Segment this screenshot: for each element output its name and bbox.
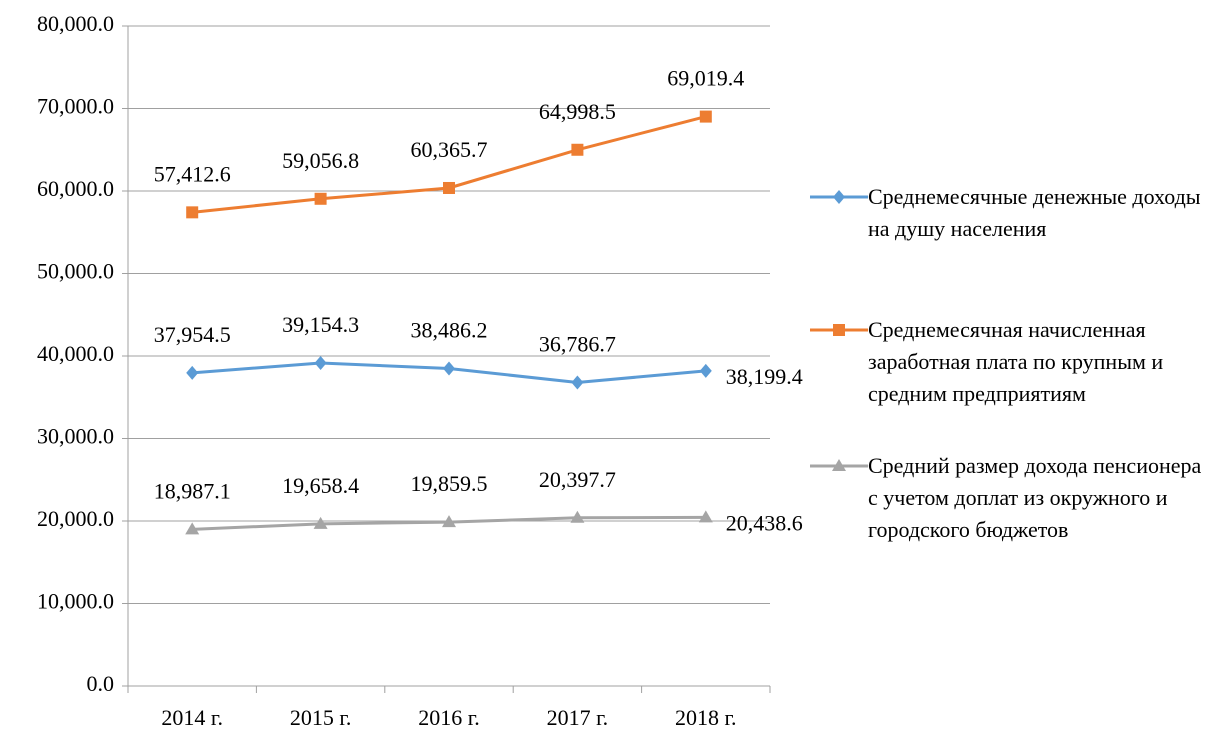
legend-label: Среднемесячная начисленная заработная пл… [868, 317, 1164, 406]
y-tick-label: 60,000.0 [37, 176, 114, 201]
x-tick-label: 2015 г. [290, 705, 352, 730]
data-label: 20,397.7 [539, 467, 616, 492]
legend-label: Среднемесячные денежные доходы на душу н… [868, 184, 1201, 241]
data-point [699, 110, 712, 123]
y-tick-label: 10,000.0 [37, 589, 114, 614]
x-tick-label: 2018 г. [675, 705, 737, 730]
data-label: 37,954.5 [154, 322, 231, 347]
data-point [571, 143, 584, 156]
y-tick-label: 0.0 [87, 671, 115, 696]
y-tick-label: 40,000.0 [37, 341, 114, 366]
data-point [314, 355, 327, 370]
data-point [571, 375, 584, 390]
data-point [442, 515, 456, 528]
data-label: 39,154.3 [282, 312, 359, 337]
data-label: 19,859.5 [411, 471, 488, 496]
x-tick-label: 2017 г. [547, 705, 609, 730]
data-label: 69,019.4 [667, 66, 744, 91]
data-point [570, 510, 585, 523]
data-point [186, 365, 199, 380]
legend-swatch-marker [833, 190, 845, 204]
data-label: 57,412.6 [154, 161, 231, 186]
data-point [185, 522, 200, 535]
y-tick-label: 30,000.0 [37, 424, 114, 449]
data-point [699, 363, 712, 378]
y-tick-label: 80,000.0 [37, 11, 114, 36]
data-point [443, 181, 455, 194]
data-label: 38,199.4 [726, 364, 803, 389]
data-point [186, 206, 199, 219]
data-label: 20,438.6 [726, 510, 803, 535]
data-label: 64,998.5 [539, 99, 616, 124]
data-label: 18,987.1 [154, 478, 231, 503]
x-tick-label: 2016 г. [418, 705, 480, 730]
data-label: 36,786.7 [539, 332, 616, 357]
data-point [698, 510, 713, 523]
data-label: 60,365.7 [411, 137, 488, 162]
data-point [443, 361, 455, 376]
y-tick-label: 20,000.0 [37, 506, 114, 531]
legend-swatch-marker [832, 459, 846, 471]
data-label: 19,658.4 [282, 473, 359, 498]
y-tick-label: 70,000.0 [37, 94, 114, 119]
legend-label: Средний размер дохода пенсионера с учето… [868, 453, 1202, 542]
data-label: 59,056.8 [282, 148, 359, 173]
y-tick-label: 50,000.0 [37, 259, 114, 284]
data-point [314, 192, 327, 205]
legend-swatch-marker [833, 324, 845, 336]
x-tick-label: 2014 г. [161, 705, 223, 730]
series-line [192, 115, 707, 214]
data-label: 38,486.2 [411, 318, 488, 343]
data-point [313, 516, 328, 529]
